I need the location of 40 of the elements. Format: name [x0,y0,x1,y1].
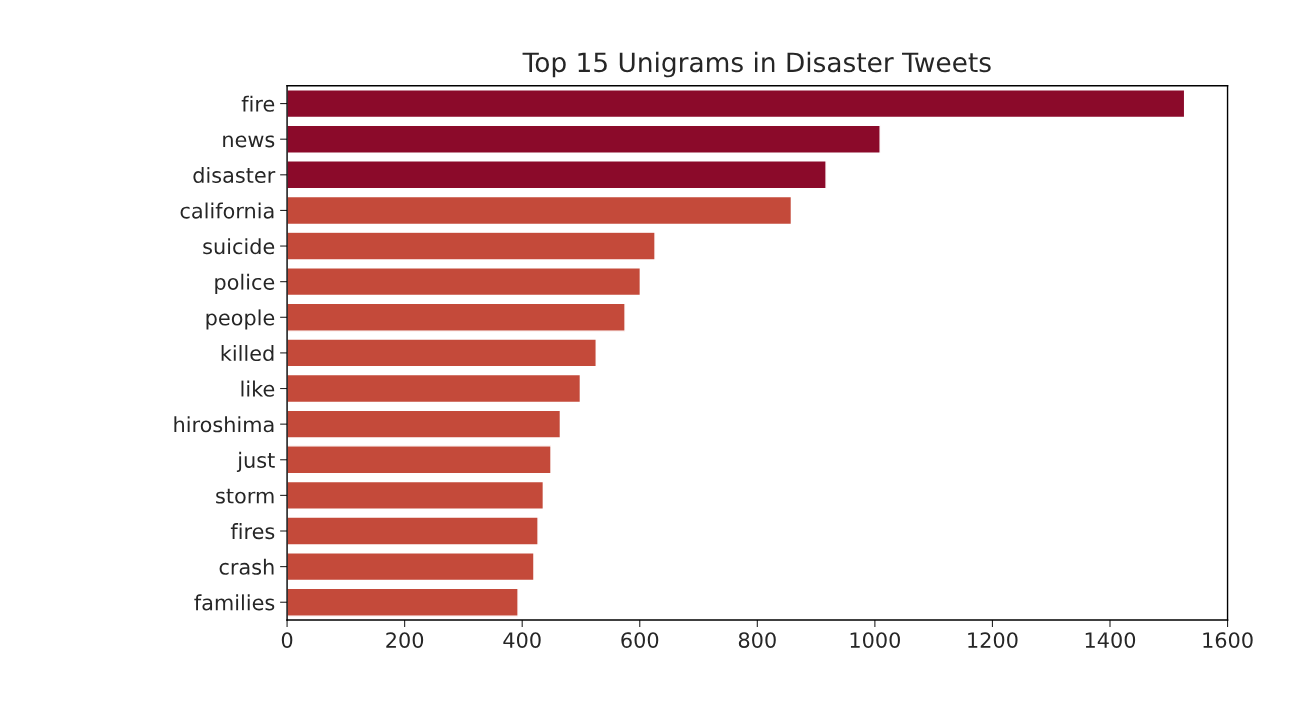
bar [287,480,545,510]
y-tick-label: hiroshima [174,416,274,433]
bar [287,587,519,617]
y-tick-label: storm [216,488,274,504]
bar [287,338,597,368]
y-tick-label: killed [221,344,274,362]
x-tick-label: 1600 [1203,632,1253,648]
x-tick-label: 1000 [850,632,900,648]
x-tick-label: 200 [386,632,424,648]
x-tick-label: 1400 [1085,632,1136,648]
y-tick-label: fire [241,95,275,112]
chart-title: Top 15 Unigrams in Disaster Tweets [522,51,991,78]
bar [287,124,881,154]
x-tick-label: 0 [281,632,293,648]
bar [287,267,642,297]
bar [287,516,539,546]
bar [287,231,656,261]
y-tick-label: crash [219,558,274,575]
x-tick-label: 800 [738,632,776,648]
y-tick-label: fires [230,523,275,540]
x-tick-label: 600 [621,632,659,648]
bar [287,195,793,226]
y-tick-label: families [194,594,275,611]
y-tick-label: news [223,135,275,148]
y-tick-label: just [236,451,275,473]
x-tick-label: 1200 [968,632,1018,648]
x-tick-label: 400 [503,632,541,648]
bar [287,88,1186,119]
y-tick-label: disaster [193,166,276,184]
y-tick-label: california [180,202,274,219]
bar [287,552,535,582]
bar [287,373,582,404]
y-tick-label: police [215,273,275,294]
bar [287,445,552,475]
bar [287,302,626,332]
y-tick-label: people [206,309,275,330]
y-tick-label: like [241,380,275,397]
y-tick-label: suicide [203,238,275,255]
bar [287,160,827,190]
bar [287,409,562,439]
